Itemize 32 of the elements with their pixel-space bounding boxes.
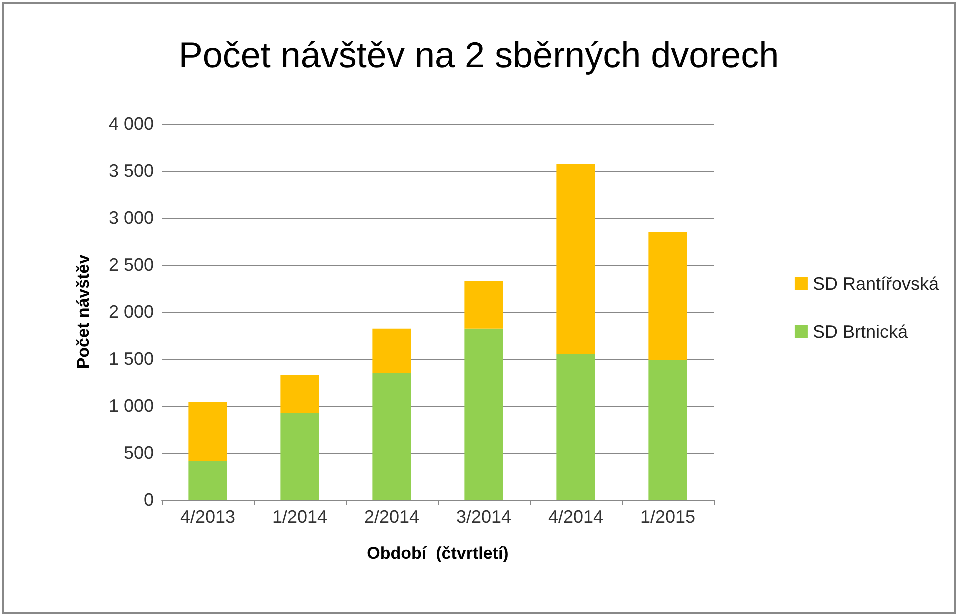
bar [372, 373, 412, 500]
bar [556, 354, 596, 500]
y-tick-label: 500 [124, 443, 154, 463]
x-tick-label: 4/2014 [548, 507, 604, 527]
bar [648, 360, 688, 500]
legend-label: SD Rantířovská [812, 274, 940, 294]
x-tick-label: 1/2015 [640, 507, 696, 527]
x-tick-label: 4/2013 [180, 507, 236, 527]
bar [280, 374, 320, 414]
y-tick-label: 1 500 [108, 349, 154, 369]
x-axis-title: Období (čtvrtletí) [367, 544, 509, 563]
x-tick-label: 3/2014 [456, 507, 512, 527]
bar [464, 328, 504, 500]
y-tick-label: 0 [144, 490, 154, 510]
bar [556, 164, 596, 354]
x-tick-label: 2/2014 [364, 507, 420, 527]
bar [648, 232, 688, 360]
x-tick-label: 1/2014 [272, 507, 328, 527]
y-tick-label: 3 500 [108, 161, 154, 181]
y-tick-label: 3 000 [108, 208, 154, 228]
bar [188, 461, 228, 500]
chart-title: Počet návštěv na 2 sběrných dvorech [178, 34, 780, 76]
y-tick-label: 2 000 [108, 302, 154, 322]
y-axis-title: Počet návštěv [74, 254, 93, 370]
bar [280, 414, 320, 500]
bar [188, 402, 228, 462]
bar [464, 280, 504, 329]
bar [372, 328, 412, 374]
y-tick-label: 1 000 [108, 396, 154, 416]
y-tick-label: 2 500 [108, 255, 154, 275]
y-tick-label: 4 000 [108, 114, 154, 134]
legend-label: SD Brtnická [812, 322, 909, 342]
